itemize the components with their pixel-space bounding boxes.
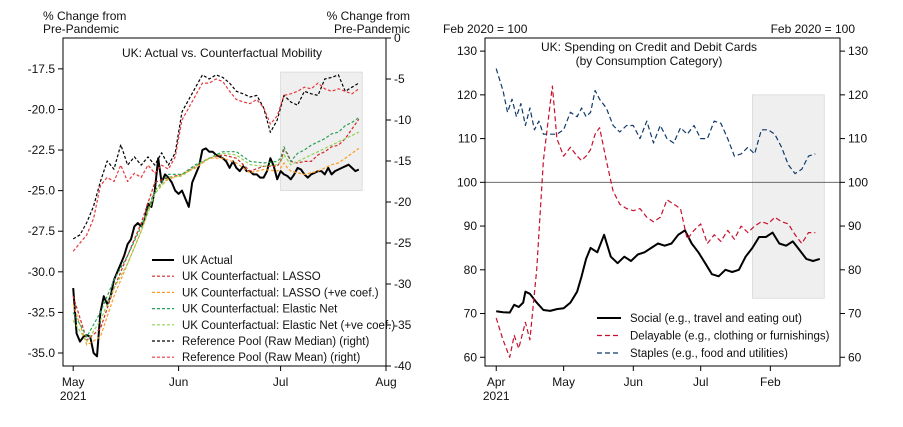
series-line-reference-pool-raw-median-right <box>72 74 360 240</box>
xtick-year-label: 2021 <box>483 389 510 403</box>
left-ytick-label: -25.0 <box>28 184 56 198</box>
series-line-uk-counterfactual-elastic-net-ve-coef <box>72 131 360 343</box>
left-ytick-label: -27.5 <box>28 224 56 238</box>
xtick-label-feb: Feb <box>760 375 781 389</box>
right-ytick-label: -25 <box>394 236 412 250</box>
right-chart-title-line2: (by Consumption Category) <box>576 54 723 68</box>
left-chart-title: UK: Actual vs. Counterfactual Mobility <box>122 46 322 60</box>
left-ytick-label: 90 <box>464 219 478 233</box>
right-chart: 60 70 80 90 100 110 120 130 60 70 80 90 100 110 120 13… <box>443 22 868 403</box>
xtick-label-jul: Jul <box>693 375 708 389</box>
xtick-label-may: May <box>552 375 575 389</box>
left-ytick-label: 130 <box>457 44 477 58</box>
right-ytick-label: -40 <box>394 359 412 373</box>
left-ytick-label: 100 <box>457 175 477 189</box>
left-ytick-label: -17.5 <box>28 62 56 76</box>
right-chart-title-line1: UK: Spending on Credit and Debit Cards <box>541 40 757 54</box>
left-chart: -35.0 -32.5 -30.0 -27.5 -25.0 -22.5 -20.0 -17.5… <box>28 9 412 403</box>
xtick-label-aug: Aug <box>375 375 396 389</box>
right-ytick-label: -35 <box>394 318 412 332</box>
legend-label-reference-pool-raw-mean-right: Reference Pool (Raw Mean) (right) <box>182 352 360 364</box>
series-line-uk-actual <box>72 147 360 358</box>
right-ytick-label: -20 <box>394 195 412 209</box>
right-axis-label-line1: % Change from <box>327 9 410 23</box>
legend-label-uk-counterfactual-elastic-net-ve-coef: UK Counterfactual: Elastic Net (+ve coef… <box>182 320 395 332</box>
series-line-reference-pool-raw-mean-right <box>72 78 360 252</box>
series-line-delayable-e-g-clothing-or-furnishings <box>495 85 816 358</box>
left-axis-label-line1: % Change from <box>43 9 126 23</box>
right-ytick-label: 70 <box>848 307 862 321</box>
right-ytick-label: 100 <box>848 175 868 189</box>
right-shaded-region <box>751 94 825 299</box>
legend-label-social-e-g-travel-and-eating-out: Social (e.g., travel and eating out) <box>630 313 802 325</box>
xtick-label-jun: Jun <box>169 375 188 389</box>
xtick-label-may: May <box>62 375 85 389</box>
left-ytick-label: 60 <box>464 350 478 364</box>
series-line-uk-counterfactual-elastic-net <box>72 117 360 338</box>
right-axis-label-line2: Pre-Pandemic <box>334 22 410 36</box>
left-ytick-label: -35.0 <box>28 346 56 360</box>
left-ytick-label: -20.0 <box>28 102 56 116</box>
right-chart-left-axis-label: Feb 2020 = 100 <box>443 22 528 36</box>
legend-label-uk-actual: UK Actual <box>182 255 233 267</box>
right-ytick-label: 60 <box>848 350 862 364</box>
xtick-label-apr: Apr <box>487 375 506 389</box>
right-ytick-label: -5 <box>394 72 405 86</box>
legend-label-staples-e-g-food-and-utilities: Staples (e.g., food and utilities) <box>630 348 788 360</box>
legend-label-uk-counterfactual-lasso-ve-coef: UK Counterfactual: LASSO (+ve coef.) <box>182 287 379 299</box>
legend-label-reference-pool-raw-median-right: Reference Pool (Raw Median) (right) <box>182 336 369 348</box>
right-chart-right-axis-label: Feb 2020 = 100 <box>771 22 856 36</box>
right-ytick-label: 130 <box>848 44 868 58</box>
right-ytick-label: -15 <box>394 154 412 168</box>
series-line-staples-e-g-food-and-utilities <box>495 68 816 175</box>
left-ytick-label: -22.5 <box>28 143 56 157</box>
left-ytick-label: 80 <box>464 263 478 277</box>
left-axis-label-line2: Pre-Pandemic <box>43 22 119 36</box>
series-line-uk-counterfactual-lasso <box>72 118 360 341</box>
right-ytick-label: 0 <box>394 31 401 45</box>
left-ytick-label: -30.0 <box>28 265 56 279</box>
series-line-social-e-g-travel-and-eating-out <box>496 229 821 314</box>
left-ytick-label: 110 <box>458 132 477 146</box>
right-plot-frame <box>484 37 841 367</box>
left-ytick-label: 120 <box>457 88 477 102</box>
right-ytick-label: 90 <box>848 219 862 233</box>
legend-label-delayable-e-g-clothing-or-furnishings: Delayable (e.g., clothing or furnishings… <box>630 331 830 343</box>
right-ytick-label: 80 <box>848 263 862 277</box>
left-ytick-label: 70 <box>464 307 478 321</box>
xtick-label-jun: Jun <box>624 375 643 389</box>
xtick-label-jul: Jul <box>273 375 288 389</box>
right-ytick-label: 110 <box>848 132 867 146</box>
left-ytick-label: -32.5 <box>28 305 56 319</box>
right-ytick-label: 120 <box>848 88 868 102</box>
xtick-year-label: 2021 <box>60 389 87 403</box>
left-legend: UK Actual UK Counterfactual: LASSO UK Coun… <box>152 255 395 364</box>
legend-label-uk-counterfactual-elastic-net: UK Counterfactual: Elastic Net <box>182 304 338 316</box>
right-ytick-label: -30 <box>394 277 412 291</box>
legend-label-uk-counterfactual-lasso: UK Counterfactual: LASSO <box>182 271 321 283</box>
right-ytick-label: -10 <box>394 113 412 127</box>
right-legend: Social (e.g., travel and eating out) Dela… <box>597 313 830 360</box>
